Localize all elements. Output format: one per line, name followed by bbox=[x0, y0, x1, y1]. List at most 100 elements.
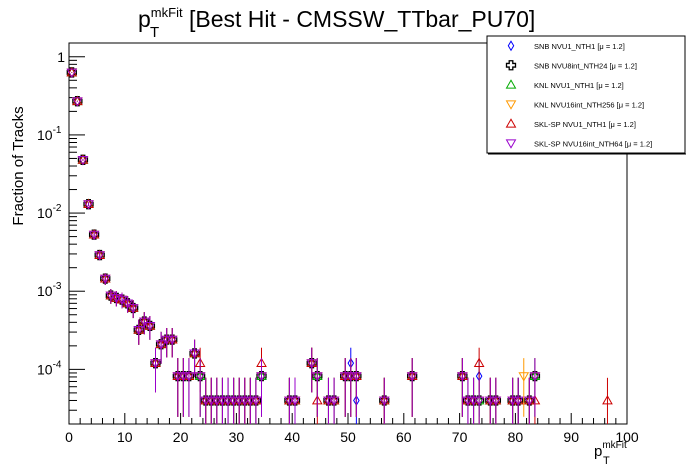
x-tick-label: 80 bbox=[508, 429, 524, 445]
data-point bbox=[323, 396, 334, 406]
data-point bbox=[211, 396, 223, 406]
series-1 bbox=[68, 66, 539, 424]
legend-label: SNB NVU1_NTH1 [μ = 1.2] bbox=[534, 42, 625, 51]
chart-title: pmkFit [Best Hit - CMSSW_TTbar_PU70] bbox=[138, 5, 535, 32]
data-point bbox=[602, 394, 613, 405]
y-tick-label: 10-2 bbox=[37, 203, 62, 221]
data-point bbox=[507, 396, 518, 406]
data-point bbox=[183, 372, 195, 382]
data-point bbox=[66, 68, 78, 78]
data-point bbox=[66, 66, 78, 77]
data-point bbox=[194, 372, 206, 382]
legend-box bbox=[486, 35, 686, 154]
x-tick-label: 0 bbox=[65, 429, 73, 445]
data-point bbox=[462, 396, 474, 406]
title-rest: [Best Hit - CMSSW_TTbar_PU70] bbox=[183, 6, 536, 32]
data-point bbox=[529, 372, 541, 382]
data-point bbox=[468, 396, 479, 406]
data-point bbox=[239, 396, 251, 406]
data-point bbox=[88, 230, 100, 241]
data-point bbox=[518, 372, 530, 382]
legend: SNB NVU1_NTH1 [μ = 1.2] SNB NVU8int_NTH24… bbox=[486, 35, 686, 155]
x-tick-label: 90 bbox=[563, 429, 579, 445]
x-tick-label: 30 bbox=[229, 429, 245, 445]
legend-entry: SNB NVU8int_NTH24 [μ = 1.2] bbox=[505, 60, 637, 71]
series-2 bbox=[66, 67, 541, 424]
data-point bbox=[77, 155, 89, 166]
data-point bbox=[328, 396, 340, 406]
legend-marker bbox=[505, 60, 517, 71]
legend-entry: KNL NVU1_NTH1 [μ = 1.2] bbox=[505, 79, 624, 90]
data-point bbox=[94, 251, 106, 261]
data-point bbox=[306, 359, 318, 369]
data-point bbox=[178, 372, 189, 382]
y-tick-label: 1 bbox=[57, 49, 65, 65]
data-point bbox=[345, 372, 357, 382]
data-point bbox=[155, 340, 167, 350]
data-point bbox=[217, 396, 228, 406]
y-axis-title: Fraction of Tracks bbox=[10, 106, 27, 225]
data-point bbox=[189, 349, 200, 359]
x-tick-label: 50 bbox=[340, 429, 356, 445]
x-tick-label: 40 bbox=[284, 429, 300, 445]
data-point bbox=[150, 359, 161, 369]
data-point bbox=[284, 396, 295, 406]
data-point bbox=[161, 335, 173, 346]
data-point bbox=[83, 200, 94, 210]
x-axis-title-sub: T bbox=[603, 455, 610, 467]
data-point bbox=[122, 299, 133, 309]
data-point bbox=[250, 396, 262, 406]
data-point bbox=[523, 396, 535, 406]
legend-entry: KNL NVU16int_NTH256 [μ = 1.2] bbox=[505, 100, 644, 110]
legend-label: SKL-SP NVU16int_NTH64 [μ = 1.2] bbox=[534, 139, 652, 148]
data-point bbox=[72, 97, 83, 107]
data-point bbox=[133, 326, 145, 336]
legend-marker bbox=[505, 139, 517, 149]
x-tick-label: 60 bbox=[396, 429, 412, 445]
data-point bbox=[99, 274, 111, 285]
data-point bbox=[72, 95, 83, 106]
series-3 bbox=[66, 66, 541, 424]
data-point bbox=[172, 372, 184, 382]
legend-entry: SKL-SP NVU16int_NTH64 [μ = 1.2] bbox=[505, 139, 652, 149]
data-point bbox=[406, 372, 418, 382]
data-point bbox=[200, 396, 212, 406]
x-title-sup: mkFit bbox=[602, 440, 627, 451]
legend-marker bbox=[505, 79, 517, 89]
data-point bbox=[490, 396, 502, 406]
y-tick-label: 10-1 bbox=[37, 125, 62, 143]
y-tick-label: 10-3 bbox=[37, 281, 62, 299]
title-p: p bbox=[138, 6, 151, 32]
data-point bbox=[289, 396, 301, 406]
data-point bbox=[339, 372, 351, 382]
data-points bbox=[66, 66, 613, 424]
data-point bbox=[484, 396, 496, 406]
x-axis-title: pmkFit bbox=[594, 440, 627, 460]
data-point bbox=[311, 372, 323, 382]
title-subscript: T bbox=[150, 24, 159, 41]
data-point bbox=[473, 357, 485, 368]
legend-marker bbox=[505, 100, 517, 110]
x-title-p: p bbox=[594, 443, 602, 460]
data-point bbox=[77, 154, 89, 164]
data-point bbox=[244, 396, 256, 406]
data-point bbox=[457, 372, 468, 382]
legend-label: SNB NVU8int_NTH24 [μ = 1.2] bbox=[534, 61, 637, 70]
legend-marker bbox=[505, 118, 517, 128]
axes: 0 10 20 30 40 50 60 70 80 90 100 10-4 10-3 10-2 10-1 1 bbox=[37, 42, 639, 445]
legend-label: SKL-SP NVU1_NTH1 [μ = 1.2] bbox=[534, 120, 636, 129]
data-point bbox=[83, 198, 94, 209]
x-tick-label: 70 bbox=[452, 429, 468, 445]
data-point bbox=[222, 396, 234, 406]
data-point bbox=[88, 229, 100, 239]
title-sup: mkFit bbox=[151, 5, 183, 20]
data-point bbox=[378, 396, 390, 406]
data-point bbox=[127, 304, 139, 314]
series-4 bbox=[66, 68, 541, 424]
data-point bbox=[144, 322, 156, 332]
legend-entry: SNB NVU1_NTH1 [μ = 1.2] bbox=[507, 40, 625, 52]
data-point bbox=[228, 396, 239, 406]
data-point bbox=[351, 372, 362, 382]
legend-marker bbox=[507, 40, 515, 52]
